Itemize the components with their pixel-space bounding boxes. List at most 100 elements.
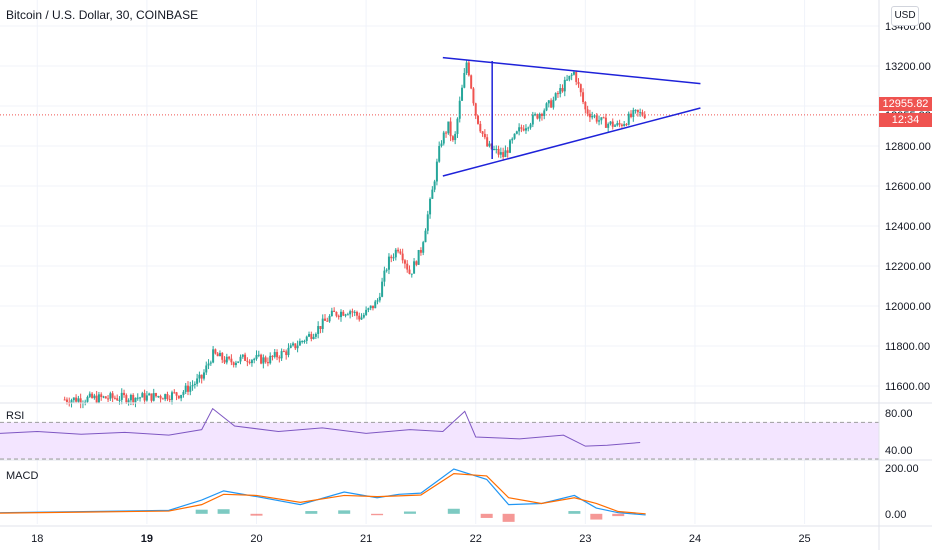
x-tick-label: 20	[250, 533, 262, 545]
candle-body	[479, 123, 482, 132]
macd-histogram-bar	[338, 510, 351, 514]
y-tick-label: 12800.00	[885, 141, 931, 153]
candle-body	[611, 121, 614, 127]
candle-body	[630, 113, 633, 117]
candle-body	[186, 385, 189, 392]
candle-body	[429, 198, 432, 215]
macd-histogram-bar	[480, 513, 493, 518]
candle-body	[504, 150, 507, 158]
candle-body	[116, 398, 119, 401]
candle-body	[488, 143, 491, 147]
macd-tick-label: 0.00	[885, 509, 906, 521]
candle-body	[351, 311, 354, 313]
x-tick-label: 24	[689, 533, 701, 545]
y-tick-label: 12200.00	[885, 261, 931, 273]
candle-body	[139, 397, 142, 399]
candle-body	[132, 394, 135, 403]
candle-body	[577, 81, 580, 85]
candle-body	[451, 136, 454, 141]
macd-histogram-bar	[250, 513, 263, 516]
signal-line	[0, 473, 646, 515]
candle-body	[566, 79, 569, 81]
candle-body	[604, 117, 607, 128]
candle-body	[394, 249, 397, 258]
y-tick-label: 11800.00	[885, 341, 930, 353]
candle-body	[481, 131, 484, 134]
candle-body	[486, 137, 489, 147]
candle-body	[118, 399, 121, 401]
candle-body	[463, 73, 466, 88]
candle-body	[513, 133, 516, 139]
candle-body	[362, 314, 365, 318]
candle-body	[355, 311, 358, 316]
candle-body	[502, 152, 505, 158]
candle-body	[365, 309, 368, 315]
candle-body	[595, 115, 598, 122]
candle-body	[182, 391, 185, 395]
candle-body	[534, 114, 537, 116]
candle-body	[207, 363, 210, 366]
x-tick-label: 18	[31, 533, 43, 545]
y-tick-label: 13200.00	[885, 61, 931, 73]
candle-body	[369, 305, 372, 309]
candle-body	[415, 261, 418, 265]
candle-body	[584, 102, 587, 110]
macd-histogram-bar	[305, 511, 318, 514]
candle-body	[230, 358, 233, 363]
candle-body	[95, 395, 98, 403]
candle-body	[100, 394, 103, 398]
candle-body	[107, 398, 110, 400]
candle-body	[278, 357, 281, 359]
candle-body	[177, 395, 180, 399]
candle-body	[171, 392, 174, 400]
candle-body	[257, 354, 260, 356]
candle-body	[378, 296, 381, 301]
candle-body	[143, 393, 146, 401]
candle-body	[625, 124, 628, 126]
x-tick-label: 25	[798, 533, 810, 545]
candle-body	[358, 315, 361, 320]
x-tick-label: 19	[141, 533, 153, 545]
candle-body	[84, 401, 87, 403]
candle-body	[241, 354, 244, 357]
rsi-tick-label: 40.00	[885, 445, 913, 457]
candle-body	[607, 123, 610, 128]
candle-body	[123, 392, 126, 396]
candle-body	[387, 256, 390, 270]
x-tick-label: 22	[470, 533, 482, 545]
candle-body	[515, 131, 518, 134]
candle-body	[253, 358, 256, 361]
candle-body	[614, 125, 617, 127]
candle-body	[159, 396, 162, 399]
candle-body	[125, 395, 128, 403]
candle-body	[508, 140, 511, 153]
candle-body	[392, 257, 395, 259]
macd-histogram-bar	[371, 513, 384, 516]
candle-body	[276, 352, 279, 358]
candle-body	[431, 189, 434, 199]
countdown-badge: 12:34	[879, 113, 932, 127]
candle-body	[360, 317, 363, 320]
macd-label[interactable]: MACD	[6, 470, 39, 482]
rsi-label[interactable]: RSI	[6, 410, 25, 422]
candle-body	[419, 250, 422, 253]
candle-body	[70, 400, 73, 404]
candle-body	[262, 357, 265, 364]
candle-body	[497, 148, 500, 155]
candle-body	[104, 396, 107, 399]
candle-body	[374, 301, 377, 309]
currency-button[interactable]: USD	[891, 6, 919, 26]
candle-body	[520, 127, 523, 129]
candle-body	[367, 308, 370, 310]
candle-body	[301, 341, 304, 343]
candle-body	[344, 314, 347, 316]
candle-body	[326, 320, 329, 322]
candle-body	[189, 386, 192, 392]
candle-body	[616, 123, 619, 126]
candle-body	[198, 374, 201, 379]
candle-body	[129, 394, 132, 401]
candle-body	[333, 310, 336, 312]
candle-body	[600, 117, 603, 121]
candle-body	[150, 393, 153, 401]
